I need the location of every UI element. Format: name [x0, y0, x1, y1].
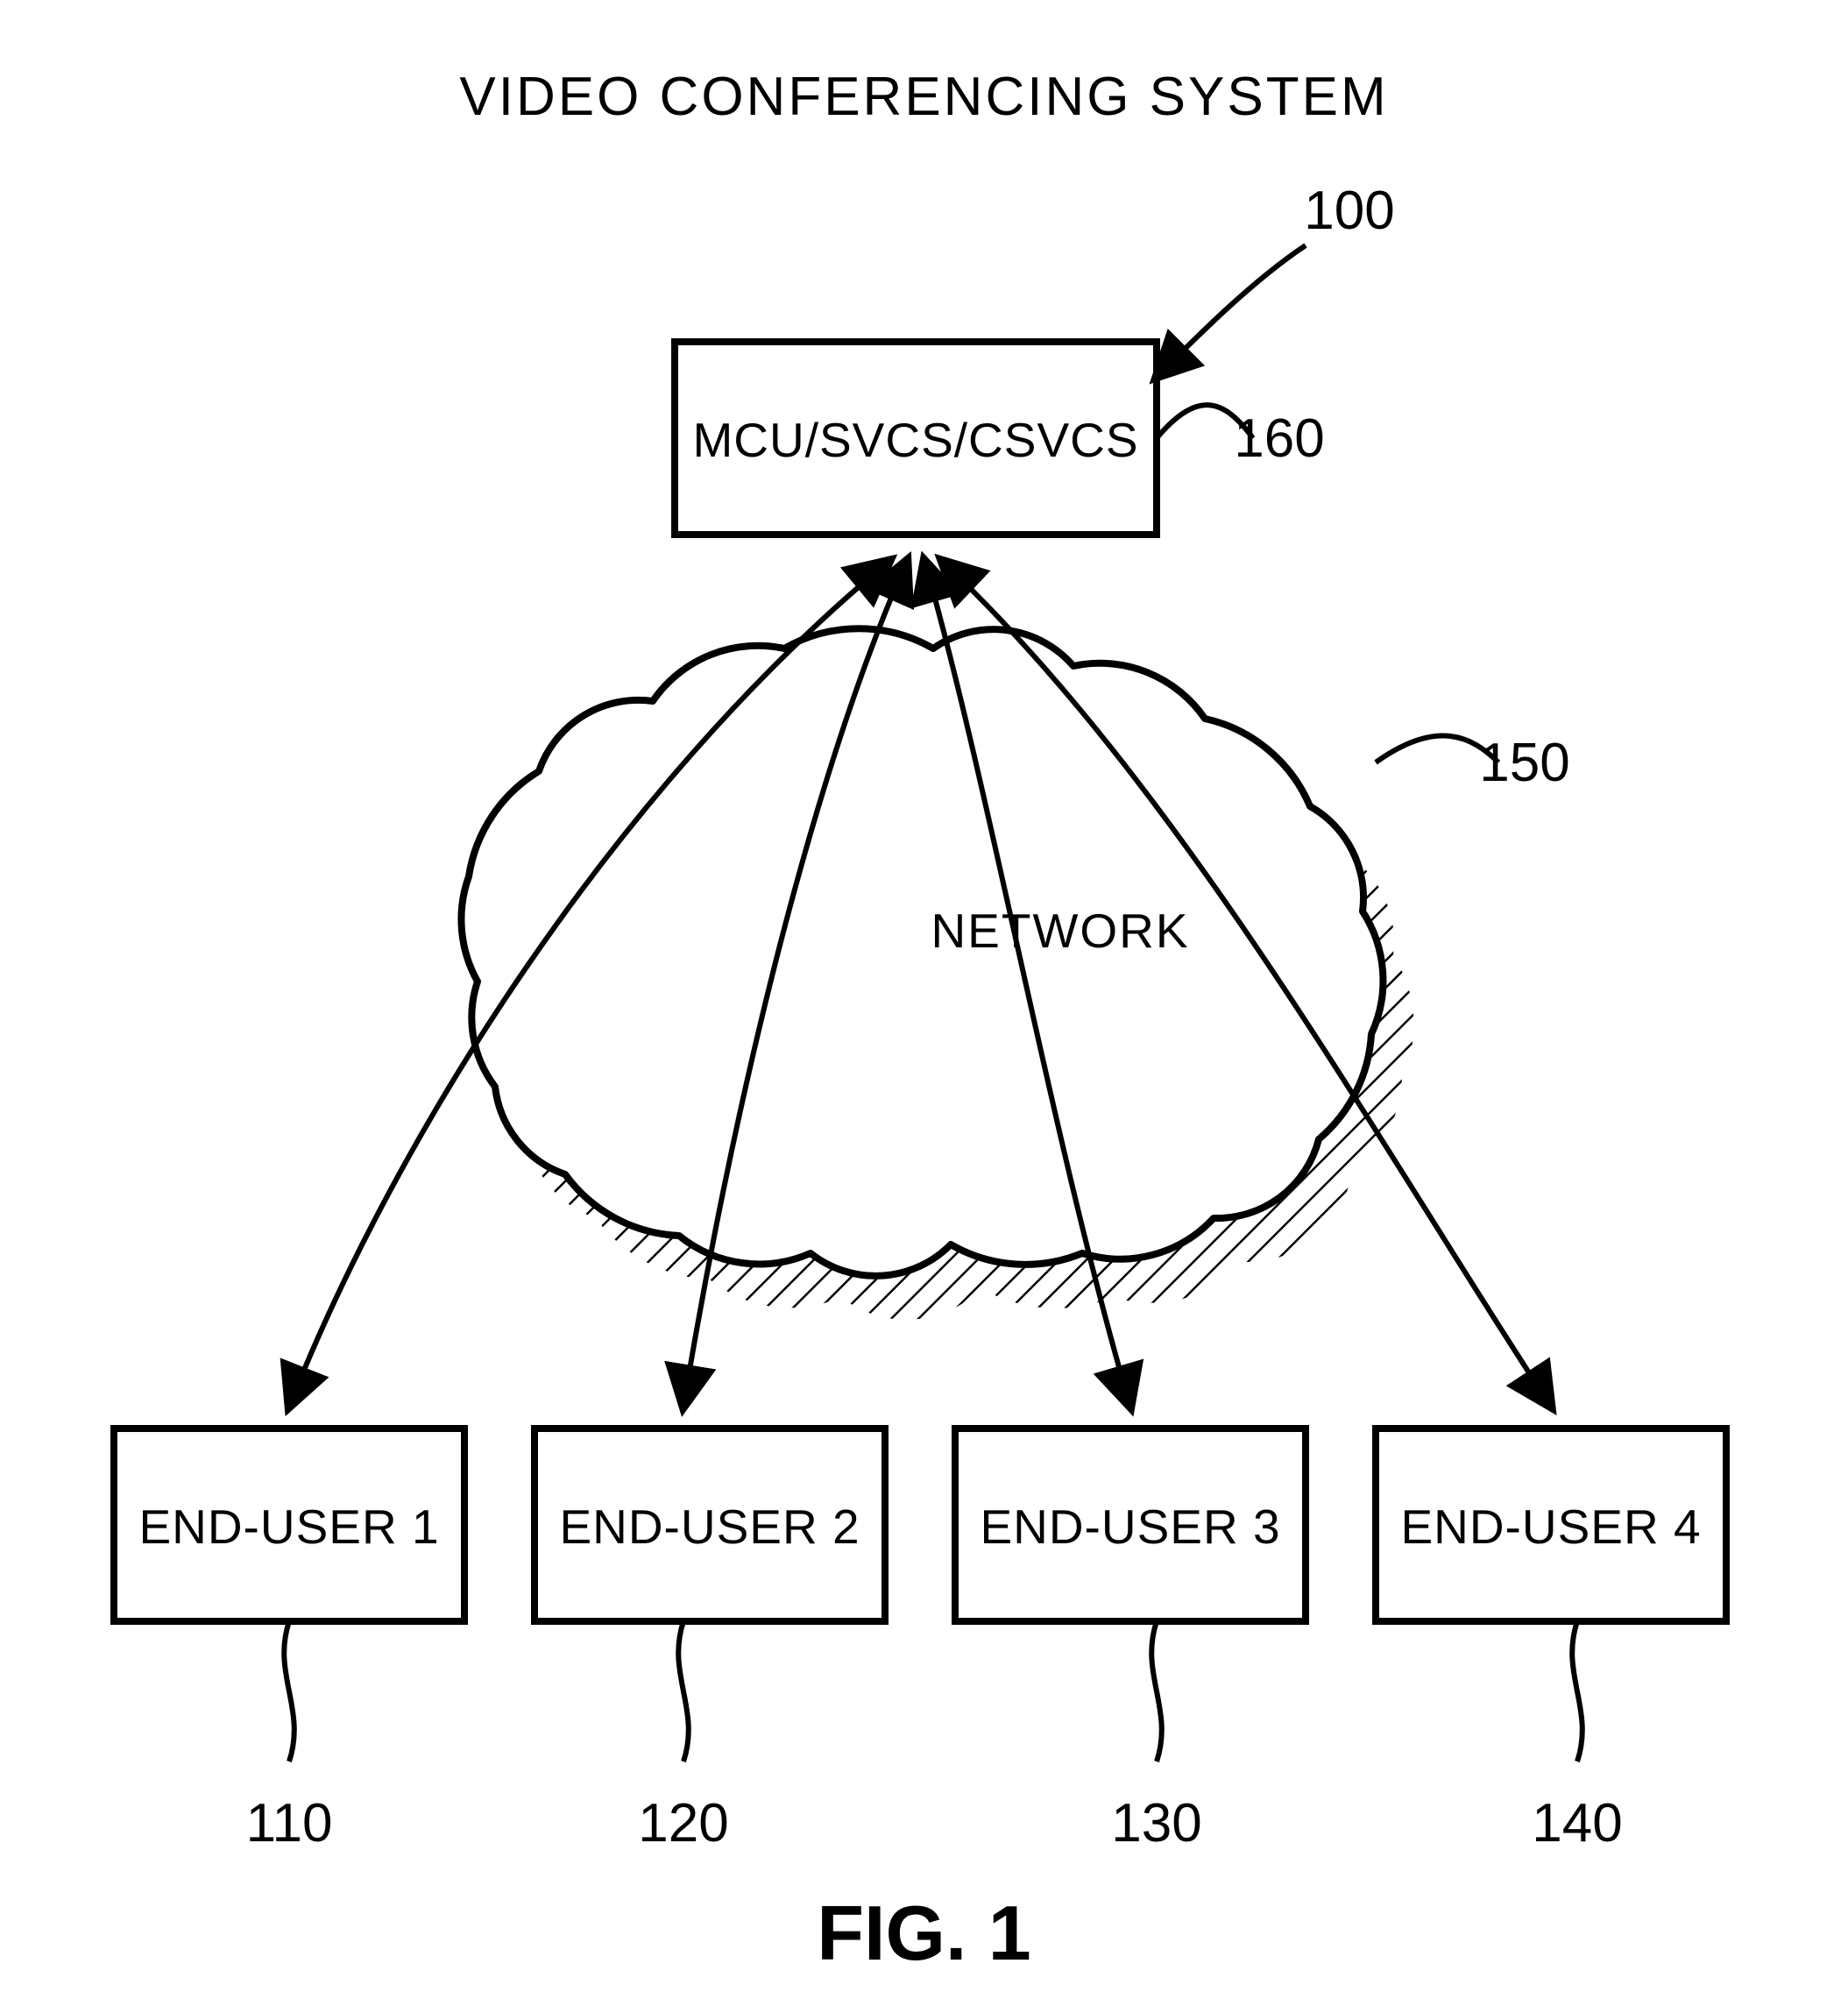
figure-label: FIG. 1 — [0, 1889, 1848, 1978]
enduser-1-label: END-USER 1 — [114, 1499, 464, 1555]
enduser-1-ref: 110 — [237, 1792, 342, 1854]
enduser-4-label: END-USER 4 — [1376, 1499, 1726, 1555]
enduser-ref-leader-2 — [678, 1621, 689, 1762]
network-cloud — [461, 628, 1383, 1276]
enduser-ref-leader-3 — [1151, 1621, 1162, 1762]
enduser-4-ref: 140 — [1525, 1792, 1630, 1854]
enduser-3-ref: 130 — [1104, 1792, 1209, 1854]
network-label: NETWORK — [929, 903, 1192, 959]
enduser-ref-leader-1 — [284, 1621, 294, 1762]
enduser-2-ref: 120 — [631, 1792, 736, 1854]
system-ref-arrow — [1157, 245, 1306, 377]
mcu-box-label: MCU/SVCS/CSVCS — [675, 412, 1157, 468]
enduser-ref-leader-4 — [1572, 1621, 1582, 1762]
diagram-title: VIDEO CONFERENCING SYSTEM — [0, 66, 1848, 128]
network-ref-label: 150 — [1472, 732, 1577, 794]
enduser-2-label: END-USER 2 — [535, 1499, 885, 1555]
mcu-ref-label: 160 — [1227, 408, 1332, 470]
enduser-3-label: END-USER 3 — [955, 1499, 1306, 1555]
system-ref-label: 100 — [1297, 180, 1402, 242]
